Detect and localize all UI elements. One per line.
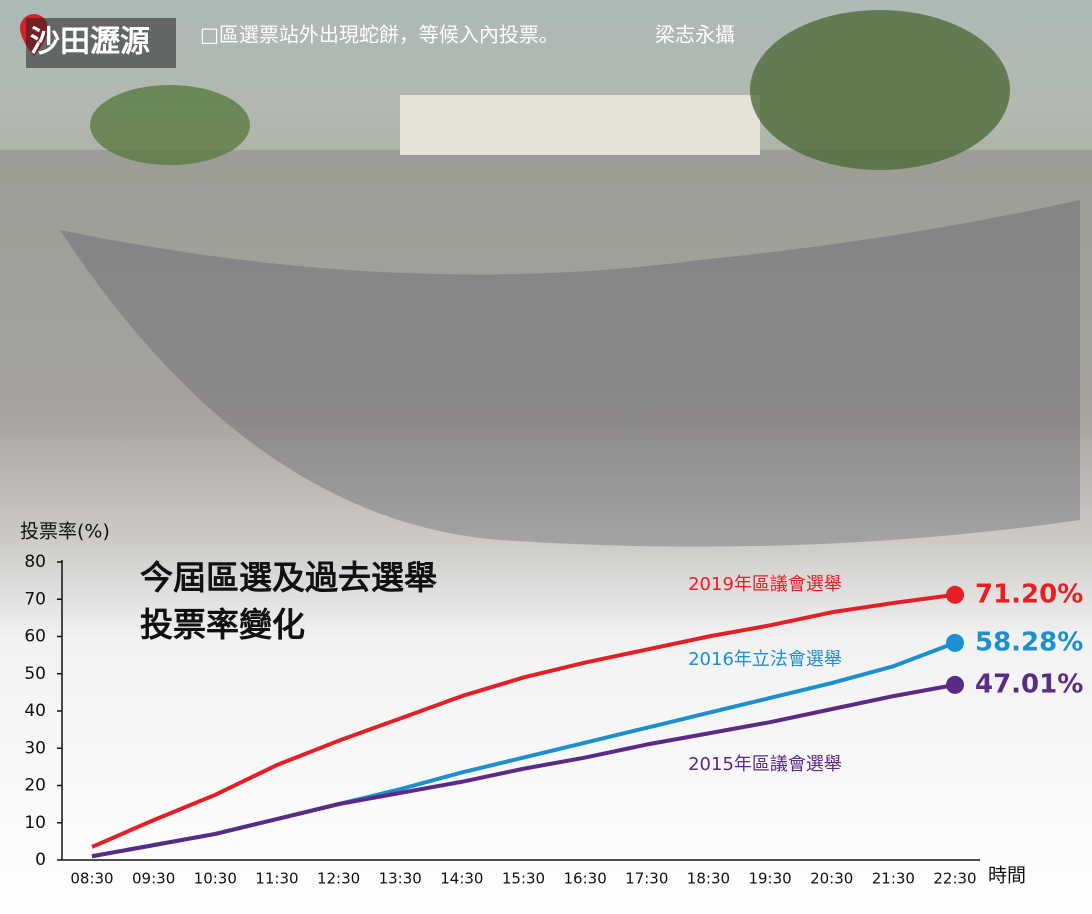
- x-tick-label: 16:30: [564, 870, 607, 888]
- series-name: 2016年立法會選舉: [688, 649, 842, 670]
- x-tick-label: 11:30: [255, 870, 298, 888]
- x-tick-label: 15:30: [502, 870, 545, 888]
- y-axis-label: 投票率(%): [20, 521, 110, 543]
- value-label: 71.20%: [975, 579, 1083, 609]
- value-label: 58.28%: [975, 627, 1083, 657]
- location: 沙田瀝源: [30, 25, 150, 60]
- end-marker: [946, 633, 964, 652]
- series-name: 2019年區議會選舉: [688, 574, 842, 595]
- y-tick-label: 40: [24, 701, 46, 721]
- photographer: 梁志永攝: [655, 23, 735, 47]
- y-tick-label: 20: [24, 776, 46, 796]
- y-tick-label: 30: [24, 738, 46, 758]
- y-tick-label: 60: [24, 627, 46, 647]
- y-tick-label: 0: [35, 850, 46, 870]
- x-tick-label: 12:30: [317, 870, 360, 888]
- value-label: 47.01%: [975, 669, 1083, 699]
- y-tick-label: 50: [24, 664, 46, 684]
- y-tick-label: 10: [24, 813, 46, 833]
- chart-title: 今屆區選及過去選舉: [140, 558, 437, 597]
- x-tick-label: 13:30: [379, 870, 422, 888]
- x-axis-label: 時間: [988, 865, 1026, 887]
- x-tick-label: 20:30: [810, 870, 853, 888]
- series-line: [91, 592, 956, 849]
- caption: □區選票站外出現蛇餅，等候入內投票。: [200, 23, 559, 47]
- x-tick-label: 18:30: [687, 870, 730, 888]
- x-tick-label: 22:30: [933, 870, 976, 888]
- x-tick-label: 19:30: [748, 870, 791, 888]
- y-tick-label: 80: [24, 552, 46, 572]
- end-marker: [946, 675, 964, 694]
- y-tick-label: 70: [24, 589, 46, 609]
- photo-queue: [60, 200, 1080, 547]
- photo-building: [400, 95, 760, 155]
- series-name: 2015年區議會選舉: [688, 754, 842, 775]
- photo-tree: [90, 85, 250, 165]
- x-tick-label: 14:30: [440, 870, 483, 888]
- location-box: [26, 18, 176, 68]
- end-marker: [946, 585, 964, 604]
- chart-title: 投票率變化: [140, 605, 305, 644]
- x-tick-label: 08:30: [70, 870, 113, 888]
- x-tick-label: 10:30: [194, 870, 237, 888]
- x-tick-label: 21:30: [872, 870, 915, 888]
- series-line: [91, 682, 956, 859]
- photo-tree: [750, 10, 1010, 170]
- x-tick-label: 17:30: [625, 870, 668, 888]
- x-tick-label: 09:30: [132, 870, 175, 888]
